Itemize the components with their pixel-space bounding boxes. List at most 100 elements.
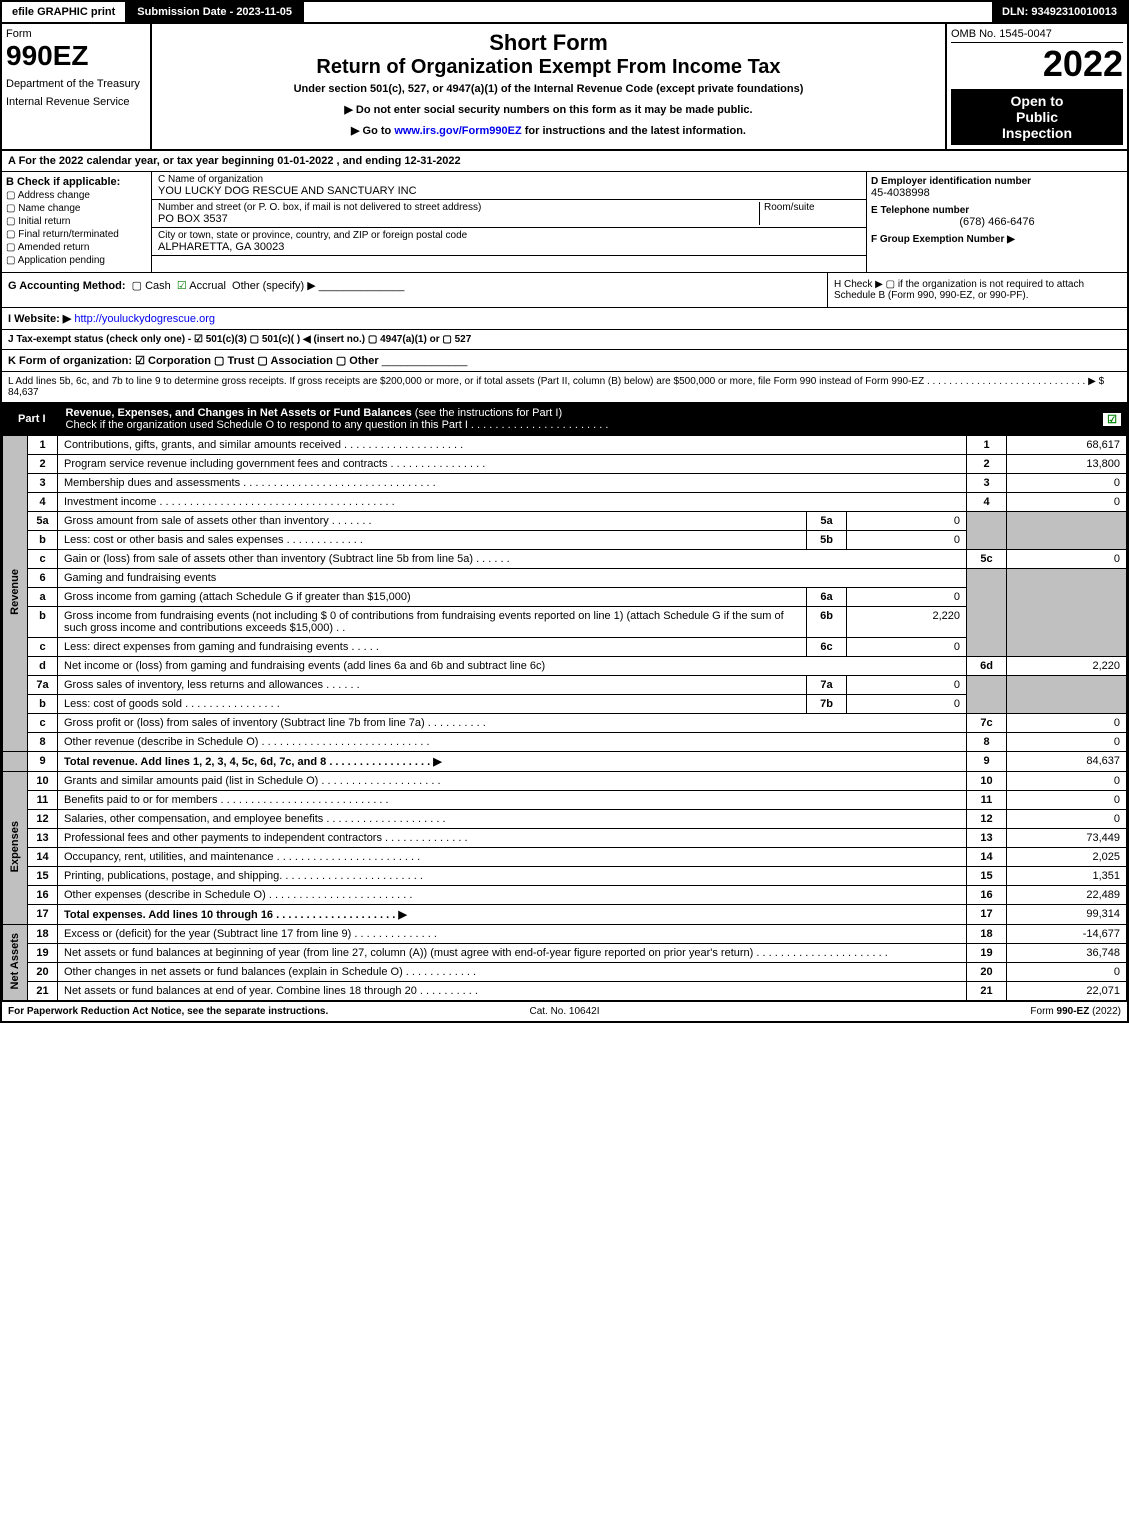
ein: 45-4038998: [871, 187, 1123, 199]
line-3-num: 3: [28, 474, 58, 493]
g-accrual: Accrual: [189, 280, 226, 292]
line-12-ln: 12: [967, 810, 1007, 829]
form-header: Form 990EZ Department of the Treasury In…: [2, 24, 1127, 151]
line-5b-num: b: [28, 531, 58, 550]
section-a-text: A For the 2022 calendar year, or tax yea…: [8, 155, 461, 167]
line-7b-desc: Less: cost of goods sold . . . . . . . .…: [58, 695, 807, 714]
line-10-ln: 10: [967, 772, 1007, 791]
org-name: YOU LUCKY DOG RESCUE AND SANCTUARY INC: [158, 185, 860, 197]
line-21-ln: 21: [967, 982, 1007, 1001]
line-19-num: 19: [28, 944, 58, 963]
line-7c-desc: Gross profit or (loss) from sales of inv…: [58, 714, 967, 733]
line-14-val: 2,025: [1007, 848, 1127, 867]
line-2-desc: Program service revenue including govern…: [58, 455, 967, 474]
line-18-ln: 18: [967, 925, 1007, 944]
part1-header: Part I Revenue, Expenses, and Changes in…: [2, 403, 1127, 435]
tel: (678) 466-6476: [871, 216, 1123, 228]
inspection-line1: Open to: [955, 93, 1119, 109]
part1-title: Revenue, Expenses, and Changes in Net As…: [66, 407, 609, 431]
omb-number: OMB No. 1545-0047: [951, 28, 1123, 43]
header-left: Form 990EZ Department of the Treasury In…: [2, 24, 152, 149]
line-7b-subval: 0: [847, 695, 967, 714]
chk-application-pending[interactable]: ▢ Application pending: [6, 255, 147, 266]
line-13-val: 73,449: [1007, 829, 1127, 848]
line-6d-desc: Net income or (loss) from gaming and fun…: [58, 657, 967, 676]
addr-label: Number and street (or P. O. box, if mail…: [158, 202, 759, 213]
inspection-line3: Inspection: [955, 125, 1119, 141]
line-9-ln: 9: [967, 752, 1007, 772]
line-13-ln: 13: [967, 829, 1007, 848]
line-9-desc: Total revenue. Add lines 1, 2, 3, 4, 5c,…: [58, 752, 967, 772]
line-5a-sub: 5a: [807, 512, 847, 531]
line-6d-ln: 6d: [967, 657, 1007, 676]
line-10-num: 10: [28, 772, 58, 791]
line-6b-sub: 6b: [807, 607, 847, 638]
title-short-form: Short Form: [158, 30, 939, 56]
part1-table: Revenue 1 Contributions, gifts, grants, …: [2, 435, 1127, 1001]
line-14-desc: Occupancy, rent, utilities, and maintena…: [58, 848, 967, 867]
chk-address-change[interactable]: ▢ Address change: [6, 190, 147, 201]
section-i: I Website: ▶ http://youluckydogrescue.or…: [2, 308, 1127, 330]
subtitle: Under section 501(c), 527, or 4947(a)(1)…: [158, 83, 939, 95]
line-2-ln: 2: [967, 455, 1007, 474]
chk-initial-return[interactable]: ▢ Initial return: [6, 216, 147, 227]
room-label: Room/suite: [764, 202, 860, 213]
header-right: OMB No. 1545-0047 2022 Open to Public In…: [947, 24, 1127, 149]
line-15-ln: 15: [967, 867, 1007, 886]
line-5c-val: 0: [1007, 550, 1127, 569]
title-return: Return of Organization Exempt From Incom…: [158, 56, 939, 79]
line-20-num: 20: [28, 963, 58, 982]
note-ssn: ▶ Do not enter social security numbers o…: [158, 103, 939, 116]
line-7b-num: b: [28, 695, 58, 714]
line-18-val: -14,677: [1007, 925, 1127, 944]
section-l: L Add lines 5b, 6c, and 7b to line 9 to …: [2, 372, 1127, 403]
org-website-link[interactable]: http://youluckydogrescue.org: [74, 313, 215, 325]
line-5b-sub: 5b: [807, 531, 847, 550]
ein-label: D Employer identification number: [871, 176, 1123, 187]
line-1-ln: 1: [967, 436, 1007, 455]
efile-print-button[interactable]: efile GRAPHIC print: [2, 2, 127, 22]
chk-final-return[interactable]: ▢ Final return/terminated: [6, 229, 147, 240]
line-21-val: 22,071: [1007, 982, 1127, 1001]
revenue-side-bottom: [3, 752, 28, 772]
line-2-num: 2: [28, 455, 58, 474]
dept-irs: Internal Revenue Service: [6, 96, 146, 108]
line-9-num: 9: [28, 752, 58, 772]
g-label: G Accounting Method:: [8, 280, 126, 292]
footer-left: For Paperwork Reduction Act Notice, see …: [8, 1006, 379, 1017]
city-row: City or town, state or province, country…: [152, 228, 866, 256]
line-19-ln: 19: [967, 944, 1007, 963]
line-6a-sub: 6a: [807, 588, 847, 607]
line-3-desc: Membership dues and assessments . . . . …: [58, 474, 967, 493]
line-3-ln: 3: [967, 474, 1007, 493]
line-16-desc: Other expenses (describe in Schedule O) …: [58, 886, 967, 905]
line-4-desc: Investment income . . . . . . . . . . . …: [58, 493, 967, 512]
line-13-num: 13: [28, 829, 58, 848]
section-g: G Accounting Method: ▢ Cash ☑ Accrual Ot…: [2, 273, 827, 307]
line-11-val: 0: [1007, 791, 1127, 810]
chk-amended[interactable]: ▢ Amended return: [6, 242, 147, 253]
chk-name-change[interactable]: ▢ Name change: [6, 203, 147, 214]
line-10-val: 0: [1007, 772, 1127, 791]
row-gh: G Accounting Method: ▢ Cash ☑ Accrual Ot…: [2, 273, 1127, 308]
line-13-desc: Professional fees and other payments to …: [58, 829, 967, 848]
section-b-title: B Check if applicable:: [6, 176, 120, 188]
g-other: Other (specify) ▶: [232, 280, 316, 292]
line-11-desc: Benefits paid to or for members . . . . …: [58, 791, 967, 810]
line-7c-val: 0: [1007, 714, 1127, 733]
addr-row: Number and street (or P. O. box, if mail…: [152, 200, 866, 228]
line-14-num: 14: [28, 848, 58, 867]
inspection-box: Open to Public Inspection: [951, 89, 1123, 145]
l-text: L Add lines 5b, 6c, and 7b to line 9 to …: [8, 376, 1096, 387]
section-h: H Check ▶ ▢ if the organization is not r…: [827, 273, 1127, 307]
form-label: Form: [6, 28, 146, 40]
line-6-num: 6: [28, 569, 58, 588]
form-page: efile GRAPHIC print Submission Date - 20…: [0, 0, 1129, 1023]
line-12-val: 0: [1007, 810, 1127, 829]
line-19-desc: Net assets or fund balances at beginning…: [58, 944, 967, 963]
dln: DLN: 93492310010013: [992, 2, 1127, 22]
page-footer: For Paperwork Reduction Act Notice, see …: [2, 1001, 1127, 1021]
line-6c-num: c: [28, 638, 58, 657]
irs-link[interactable]: www.irs.gov/Form990EZ: [394, 125, 521, 137]
line-11-num: 11: [28, 791, 58, 810]
